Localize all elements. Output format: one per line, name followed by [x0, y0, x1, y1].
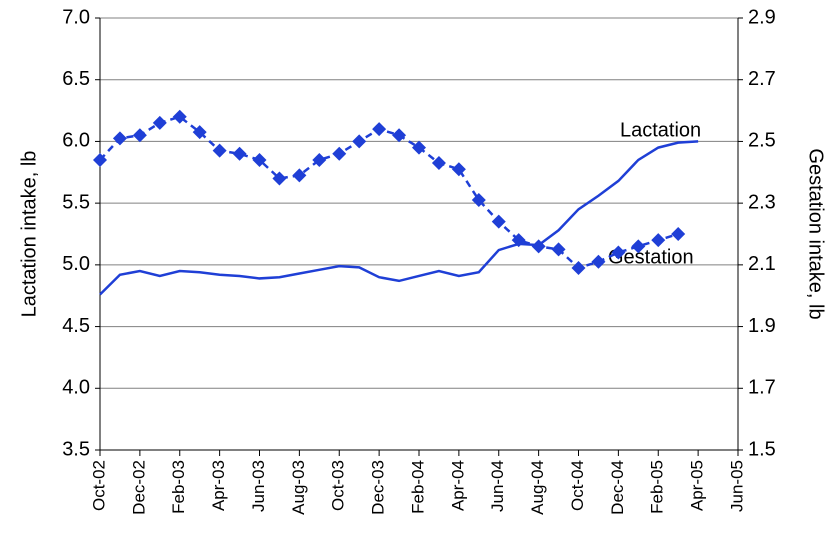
x-tick-label: Apr-05 — [688, 460, 707, 511]
x-tick-label: Jun-05 — [727, 460, 746, 512]
series-annotation: Lactation — [620, 119, 701, 141]
data-marker — [252, 152, 267, 167]
data-marker — [511, 233, 526, 248]
y-tick-label: 3.5 — [62, 438, 90, 460]
data-marker — [491, 214, 506, 229]
data-marker — [671, 227, 686, 241]
data-marker — [312, 152, 327, 167]
x-tick-label: Aug-04 — [528, 460, 547, 515]
x-tick-label: Jun-03 — [249, 460, 268, 512]
data-marker — [332, 146, 347, 161]
x-tick-label: Oct-03 — [329, 460, 348, 511]
data-marker — [93, 152, 107, 167]
data-marker — [352, 134, 367, 149]
y2-axis-title: Gestation intake, lb — [805, 148, 827, 319]
y-tick-label: 6.5 — [62, 68, 90, 90]
y2-tick-label: 1.5 — [748, 438, 776, 460]
data-marker — [571, 260, 586, 275]
x-tick-label: Feb-05 — [648, 460, 667, 514]
y-tick-label: 4.0 — [62, 377, 90, 399]
series-annotation: Gestation — [608, 246, 694, 268]
y2-tick-label: 1.7 — [748, 377, 776, 399]
data-marker — [132, 128, 147, 143]
data-marker — [292, 168, 307, 183]
y-axis-title: Lactation intake, lb — [18, 151, 40, 318]
y2-tick-label: 2.9 — [748, 6, 776, 28]
data-marker — [631, 239, 646, 254]
data-marker — [172, 109, 187, 124]
data-marker — [232, 146, 247, 161]
y2-tick-label: 2.5 — [748, 130, 776, 152]
series-line — [99, 140, 699, 296]
data-marker — [551, 242, 566, 257]
data-marker — [651, 233, 666, 248]
x-tick-label: Oct-02 — [89, 460, 108, 511]
data-marker — [451, 162, 466, 177]
y2-tick-label: 2.1 — [748, 253, 776, 275]
x-tick-label: Jun-04 — [488, 460, 507, 512]
data-marker — [611, 245, 626, 260]
data-marker — [471, 193, 486, 208]
x-tick-label: Aug-03 — [289, 460, 308, 515]
x-tick-label: Dec-02 — [129, 460, 148, 515]
y-tick-label: 5.0 — [62, 253, 90, 275]
data-marker — [192, 125, 207, 140]
x-tick-label: Dec-04 — [608, 460, 627, 515]
data-marker — [431, 156, 446, 171]
y-tick-label: 4.5 — [62, 315, 90, 337]
x-tick-label: Apr-04 — [448, 460, 467, 511]
y2-tick-label: 2.7 — [748, 68, 776, 90]
data-marker — [372, 122, 387, 137]
data-marker — [112, 131, 127, 146]
y-tick-label: 6.0 — [62, 130, 90, 152]
data-marker — [412, 140, 426, 155]
data-marker — [392, 128, 407, 143]
x-tick-label: Feb-04 — [408, 460, 427, 514]
y2-tick-label: 1.9 — [748, 315, 776, 337]
data-marker — [272, 171, 287, 186]
x-tick-label: Oct-04 — [568, 460, 587, 511]
x-tick-label: Dec-03 — [369, 460, 388, 515]
data-marker — [152, 115, 167, 130]
data-marker — [591, 254, 606, 269]
y2-tick-label: 2.3 — [748, 191, 776, 213]
data-marker — [531, 239, 546, 254]
x-tick-label: Apr-03 — [209, 460, 228, 511]
series-line — [99, 115, 679, 270]
y-tick-label: 5.5 — [62, 191, 90, 213]
y-tick-label: 7.0 — [62, 6, 90, 28]
x-tick-label: Feb-03 — [169, 460, 188, 514]
data-marker — [212, 143, 227, 158]
